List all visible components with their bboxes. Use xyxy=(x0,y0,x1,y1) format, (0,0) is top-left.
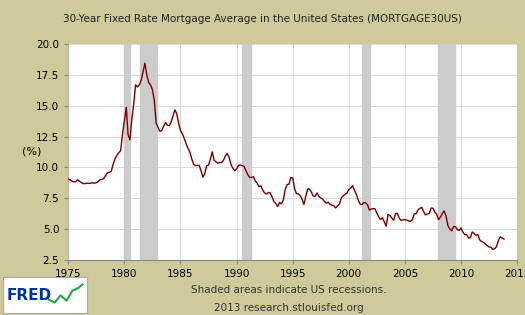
Text: 2013 research.stlouisfed.org: 2013 research.stlouisfed.org xyxy=(214,303,364,313)
Bar xyxy=(242,44,250,260)
Text: FRED: FRED xyxy=(7,288,52,303)
Bar xyxy=(140,44,157,260)
Y-axis label: (%): (%) xyxy=(22,147,41,157)
Bar xyxy=(124,44,130,260)
Text: Shaded areas indicate US recessions.: Shaded areas indicate US recessions. xyxy=(191,285,386,295)
Bar xyxy=(362,44,370,260)
Bar xyxy=(438,44,455,260)
Text: 30-Year Fixed Rate Mortgage Average in the United States (MORTGAGE30US): 30-Year Fixed Rate Mortgage Average in t… xyxy=(63,14,462,24)
